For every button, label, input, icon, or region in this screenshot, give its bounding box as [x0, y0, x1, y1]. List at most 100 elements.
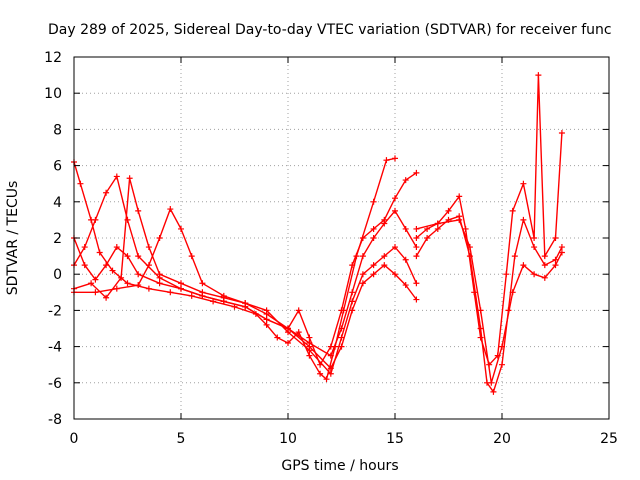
- data-point: [520, 216, 527, 223]
- data-point: [103, 189, 110, 196]
- x-tick-label: 15: [386, 431, 404, 447]
- data-point: [220, 292, 227, 299]
- series-c: [71, 175, 420, 359]
- data-point: [178, 280, 184, 287]
- data-point: [531, 271, 538, 278]
- y-tick-label: 6: [53, 159, 62, 175]
- data-point: [349, 289, 356, 296]
- data-point: [327, 370, 334, 377]
- data-point: [383, 157, 390, 164]
- series-b: [71, 169, 420, 368]
- data-point: [156, 280, 163, 287]
- data-point: [402, 225, 409, 232]
- data-point: [92, 289, 99, 296]
- data-point: [135, 253, 142, 260]
- data-point: [392, 207, 398, 214]
- axis-layer: 0 5 10 15 20 25 -8 -6 -4 -2 0 2 4 6 8 10 12: [44, 50, 618, 447]
- x-tick-label: 25: [600, 431, 618, 447]
- data-point: [306, 334, 313, 341]
- data-point: [541, 253, 548, 260]
- data-point: [295, 307, 302, 314]
- data-point: [113, 173, 120, 180]
- data-point: [392, 155, 398, 162]
- data-point: [466, 244, 473, 251]
- data-point: [81, 262, 88, 269]
- data-point: [434, 220, 441, 227]
- data-point: [263, 307, 270, 314]
- y-tick-label: 0: [53, 267, 62, 283]
- data-point: [558, 249, 565, 256]
- data-point: [359, 235, 366, 241]
- data-point: [535, 72, 542, 79]
- data-point: [541, 274, 548, 281]
- data-point: [327, 343, 334, 350]
- data-point: [509, 289, 516, 296]
- data-point: [178, 225, 184, 232]
- data-point: [96, 249, 103, 256]
- data-point: [511, 253, 518, 260]
- data-point: [456, 193, 463, 200]
- data-point: [359, 271, 366, 278]
- data-point: [370, 235, 377, 241]
- data-point: [118, 274, 125, 281]
- data-point: [306, 352, 313, 359]
- y-tick-label: 2: [53, 231, 62, 247]
- data-point: [552, 262, 559, 269]
- data-point: [167, 289, 174, 296]
- plot-frame: [73, 56, 610, 420]
- data-point: [156, 235, 163, 241]
- y-tick-label: -2: [48, 303, 62, 319]
- data-point: [263, 321, 270, 328]
- data-point: [306, 343, 313, 350]
- data-point: [499, 361, 505, 368]
- data-point: [92, 216, 99, 223]
- data-point: [490, 388, 497, 395]
- series-line: [416, 219, 563, 383]
- data-point: [220, 298, 227, 305]
- data-point: [242, 303, 249, 310]
- data-point: [285, 339, 291, 346]
- series-line: [74, 207, 418, 376]
- data-point: [126, 175, 133, 182]
- data-point: [413, 169, 420, 176]
- data-point: [274, 334, 281, 341]
- data-point: [413, 296, 420, 303]
- data-point: [327, 352, 334, 359]
- y-tick-label: -8: [48, 412, 62, 428]
- data-point: [349, 262, 356, 269]
- data-point: [338, 343, 345, 350]
- data-point: [113, 244, 120, 251]
- data-point: [285, 325, 291, 332]
- data-point: [135, 207, 142, 214]
- data-point: [520, 262, 527, 269]
- data-point: [445, 207, 452, 214]
- y-axis-label: SDTVAR / TECUs: [5, 181, 21, 296]
- data-point: [370, 225, 377, 232]
- data-point: [199, 292, 206, 299]
- grid-layer: [74, 57, 609, 419]
- data-point: [327, 365, 334, 372]
- x-tick-label: 20: [493, 431, 511, 447]
- data-point: [381, 262, 388, 269]
- series-d: [71, 206, 420, 377]
- data-point: [103, 294, 110, 301]
- data-point: [413, 280, 420, 287]
- data-point: [392, 195, 398, 202]
- data-point: [167, 206, 174, 213]
- data-point: [349, 298, 356, 305]
- data-point: [456, 216, 463, 223]
- data-point: [413, 244, 420, 251]
- data-point: [349, 307, 356, 314]
- data-point: [531, 244, 538, 251]
- data-point: [477, 334, 484, 341]
- y-tick-label: 12: [44, 50, 62, 66]
- data-point: [499, 343, 505, 350]
- data-point: [424, 225, 431, 232]
- data-point: [558, 244, 565, 251]
- data-point: [338, 307, 345, 314]
- data-point: [145, 285, 152, 292]
- data-point: [135, 271, 142, 278]
- data-point: [488, 379, 495, 386]
- data-point: [317, 370, 324, 377]
